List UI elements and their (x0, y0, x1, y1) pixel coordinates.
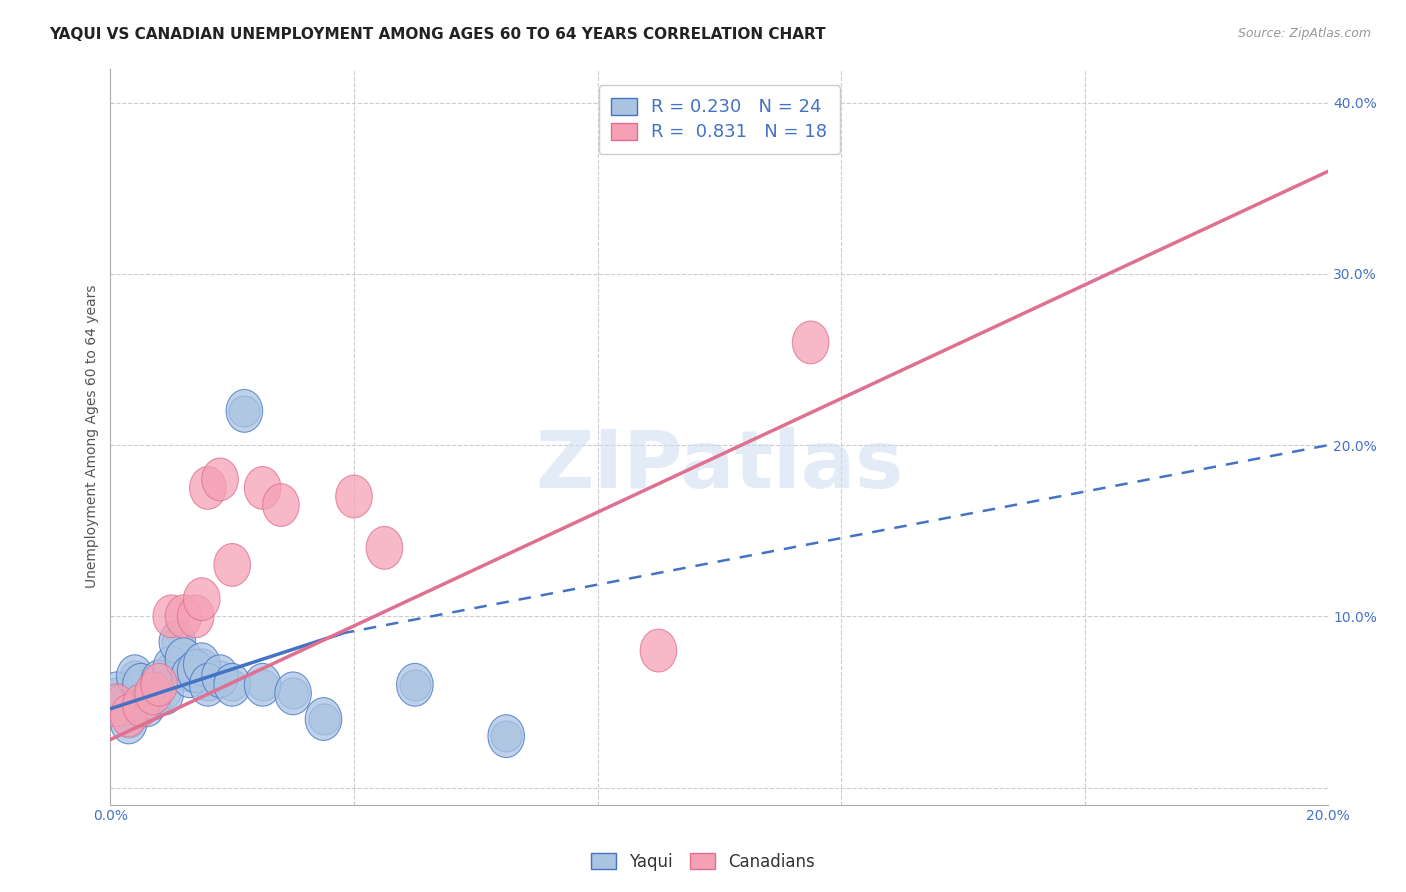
Point (118, 715, 141, 730)
Ellipse shape (183, 578, 219, 621)
Ellipse shape (153, 595, 190, 638)
Ellipse shape (183, 643, 219, 686)
Point (208, 669, 231, 683)
Point (124, 669, 146, 683)
Point (233, 404, 256, 418)
Point (142, 691, 165, 706)
Point (136, 698, 159, 713)
Ellipse shape (122, 684, 159, 727)
Ellipse shape (274, 672, 311, 714)
Ellipse shape (104, 684, 141, 727)
Ellipse shape (166, 638, 201, 681)
Point (172, 652, 194, 666)
Ellipse shape (190, 467, 226, 509)
Ellipse shape (122, 664, 159, 706)
Legend: Yaqui, Canadians: Yaqui, Canadians (583, 845, 823, 880)
Point (221, 678, 243, 692)
Ellipse shape (177, 649, 214, 692)
Point (190, 657, 212, 672)
Ellipse shape (153, 647, 190, 689)
Point (155, 686, 177, 700)
Ellipse shape (135, 672, 172, 714)
Y-axis label: Unemployment Among Ages 60 to 64 years: Unemployment Among Ages 60 to 64 years (86, 285, 100, 589)
Point (184, 664, 207, 678)
Ellipse shape (190, 664, 226, 706)
Ellipse shape (214, 664, 250, 706)
Ellipse shape (245, 467, 281, 509)
Ellipse shape (640, 629, 676, 672)
Ellipse shape (305, 698, 342, 740)
Point (111, 698, 134, 713)
Point (404, 678, 426, 692)
Ellipse shape (201, 655, 238, 698)
Ellipse shape (141, 660, 177, 703)
Ellipse shape (488, 714, 524, 757)
Legend: R = 0.230   N = 24, R =  0.831   N = 18: R = 0.230 N = 24, R = 0.831 N = 18 (599, 85, 839, 154)
Ellipse shape (366, 526, 402, 569)
Ellipse shape (159, 621, 195, 664)
Ellipse shape (129, 684, 166, 727)
Point (312, 712, 335, 726)
Point (160, 661, 183, 675)
Ellipse shape (117, 655, 153, 698)
Ellipse shape (141, 664, 177, 706)
Point (495, 729, 517, 743)
Point (148, 674, 170, 689)
Ellipse shape (135, 677, 172, 720)
Point (281, 686, 304, 700)
Ellipse shape (336, 475, 373, 518)
Ellipse shape (201, 458, 238, 500)
Text: YAQUI VS CANADIAN UNEMPLOYMENT AMONG AGES 60 TO 64 YEARS CORRELATION CHART: YAQUI VS CANADIAN UNEMPLOYMENT AMONG AGE… (49, 27, 825, 42)
Ellipse shape (111, 694, 148, 737)
Point (105, 686, 128, 700)
Ellipse shape (245, 664, 281, 706)
Ellipse shape (396, 664, 433, 706)
Ellipse shape (177, 595, 214, 638)
Text: ZIPatlas: ZIPatlas (536, 427, 904, 505)
Point (179, 669, 201, 683)
Point (166, 635, 188, 649)
Ellipse shape (98, 672, 135, 714)
Ellipse shape (226, 390, 263, 433)
Point (252, 678, 274, 692)
Point (129, 678, 152, 692)
Ellipse shape (263, 483, 299, 526)
Ellipse shape (98, 684, 135, 727)
Text: Source: ZipAtlas.com: Source: ZipAtlas.com (1237, 27, 1371, 40)
Ellipse shape (172, 655, 208, 698)
Ellipse shape (214, 543, 250, 586)
Ellipse shape (148, 672, 183, 714)
Ellipse shape (793, 321, 830, 364)
Ellipse shape (111, 701, 148, 744)
Point (197, 678, 219, 692)
Ellipse shape (166, 595, 201, 638)
